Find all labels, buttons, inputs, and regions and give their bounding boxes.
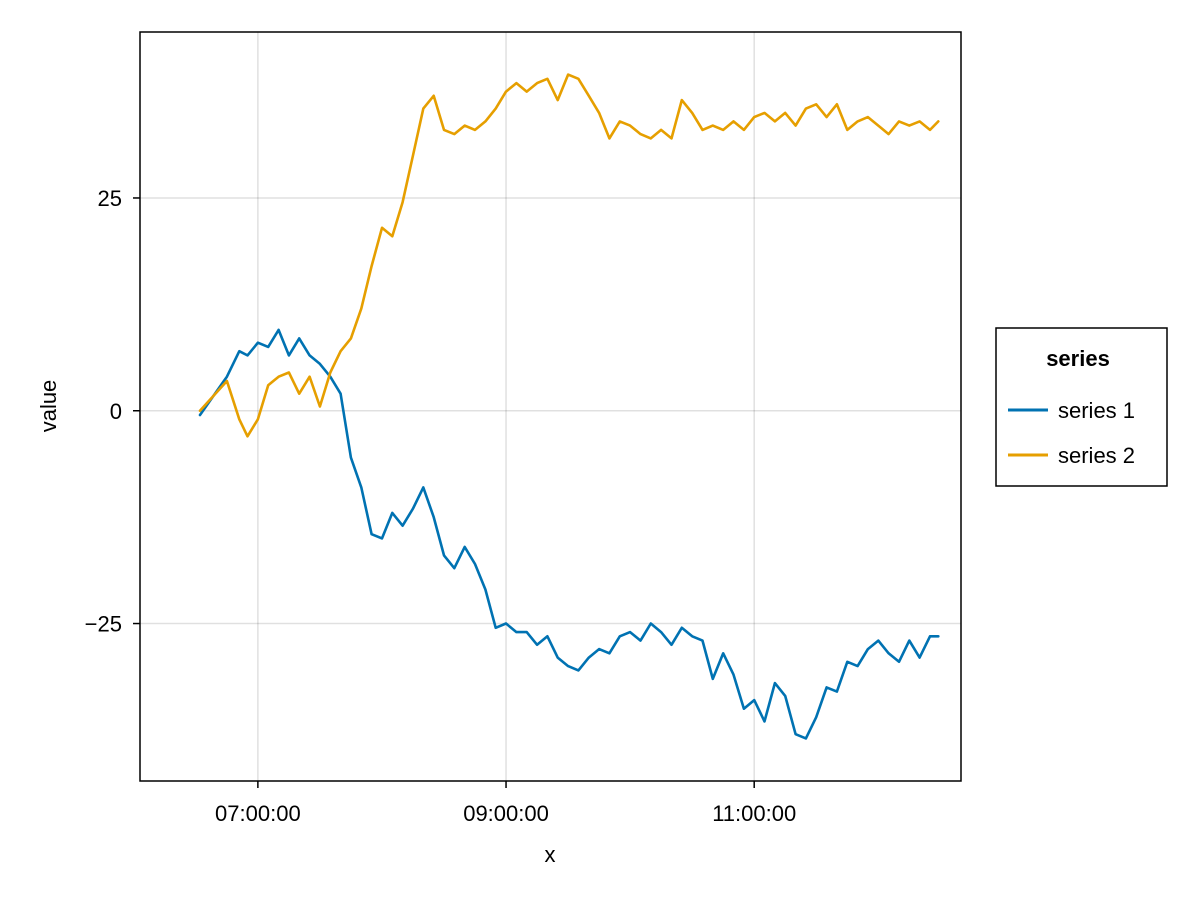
series-line-2 [198, 73, 940, 438]
series-line-1 [198, 328, 940, 740]
y-tick-label: 25 [98, 186, 122, 211]
plot-frame [139, 31, 962, 782]
y-axis: −25 0 25 [85, 186, 140, 637]
legend-box [995, 327, 1168, 487]
legend-title: series [1046, 346, 1110, 371]
x-axis-label: x [545, 842, 556, 867]
x-tick-label: 09:00:00 [463, 801, 549, 826]
x-tick-label: 07:00:00 [215, 801, 301, 826]
x-axis: 07:00:00 09:00:00 11:00:00 [215, 781, 796, 826]
grid-lines [140, 32, 961, 781]
y-tick-label: −25 [85, 612, 122, 637]
y-tick-label: 0 [110, 399, 122, 424]
x-tick-label: 11:00:00 [712, 801, 796, 826]
legend-label-series-2: series 2 [1058, 443, 1135, 468]
legend: series series 1 series 2 [995, 327, 1168, 487]
series-layer [198, 73, 940, 740]
y-axis-label: value [36, 380, 61, 433]
legend-label-series-1: series 1 [1058, 398, 1135, 423]
